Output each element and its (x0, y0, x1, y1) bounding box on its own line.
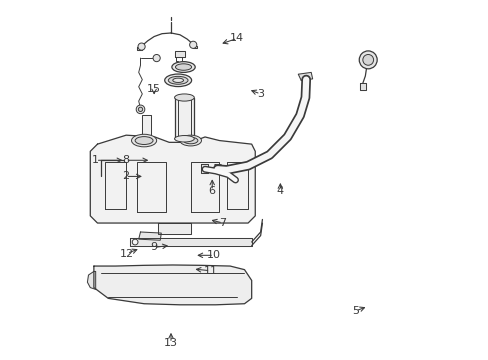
Polygon shape (142, 116, 151, 135)
Polygon shape (174, 98, 194, 139)
Text: 14: 14 (230, 33, 244, 43)
Polygon shape (201, 164, 207, 173)
Text: 4: 4 (276, 186, 284, 196)
Text: 12: 12 (120, 248, 134, 258)
Ellipse shape (174, 135, 194, 142)
Ellipse shape (131, 134, 156, 147)
Circle shape (362, 54, 373, 65)
Text: 6: 6 (208, 186, 215, 196)
Polygon shape (139, 232, 161, 240)
Ellipse shape (183, 137, 198, 144)
Circle shape (136, 105, 144, 114)
Circle shape (189, 41, 196, 48)
Polygon shape (158, 223, 190, 234)
Polygon shape (360, 83, 366, 90)
Ellipse shape (174, 94, 194, 101)
Text: 10: 10 (206, 250, 221, 260)
Text: 1: 1 (92, 155, 99, 165)
Circle shape (359, 51, 376, 69)
Circle shape (138, 107, 142, 112)
Polygon shape (214, 165, 221, 174)
Text: 13: 13 (163, 338, 178, 348)
Ellipse shape (172, 78, 183, 82)
Polygon shape (137, 47, 142, 50)
Circle shape (153, 54, 160, 62)
Text: 7: 7 (219, 218, 226, 228)
Polygon shape (90, 135, 255, 223)
Polygon shape (129, 238, 251, 246)
Ellipse shape (175, 64, 191, 70)
Polygon shape (94, 265, 251, 305)
Polygon shape (192, 45, 197, 48)
Polygon shape (174, 51, 185, 57)
Polygon shape (298, 72, 312, 80)
Ellipse shape (164, 74, 191, 87)
Text: 9: 9 (150, 242, 157, 252)
Ellipse shape (171, 62, 195, 72)
Circle shape (138, 43, 145, 50)
Ellipse shape (135, 136, 153, 144)
Polygon shape (87, 271, 96, 289)
Text: 8: 8 (122, 155, 129, 165)
Text: 2: 2 (122, 171, 129, 181)
Text: 5: 5 (351, 306, 358, 316)
Ellipse shape (180, 135, 201, 146)
Circle shape (132, 239, 138, 245)
Text: 11: 11 (203, 266, 217, 276)
Ellipse shape (168, 76, 187, 84)
Text: 3: 3 (257, 89, 264, 99)
Text: 15: 15 (147, 84, 161, 94)
